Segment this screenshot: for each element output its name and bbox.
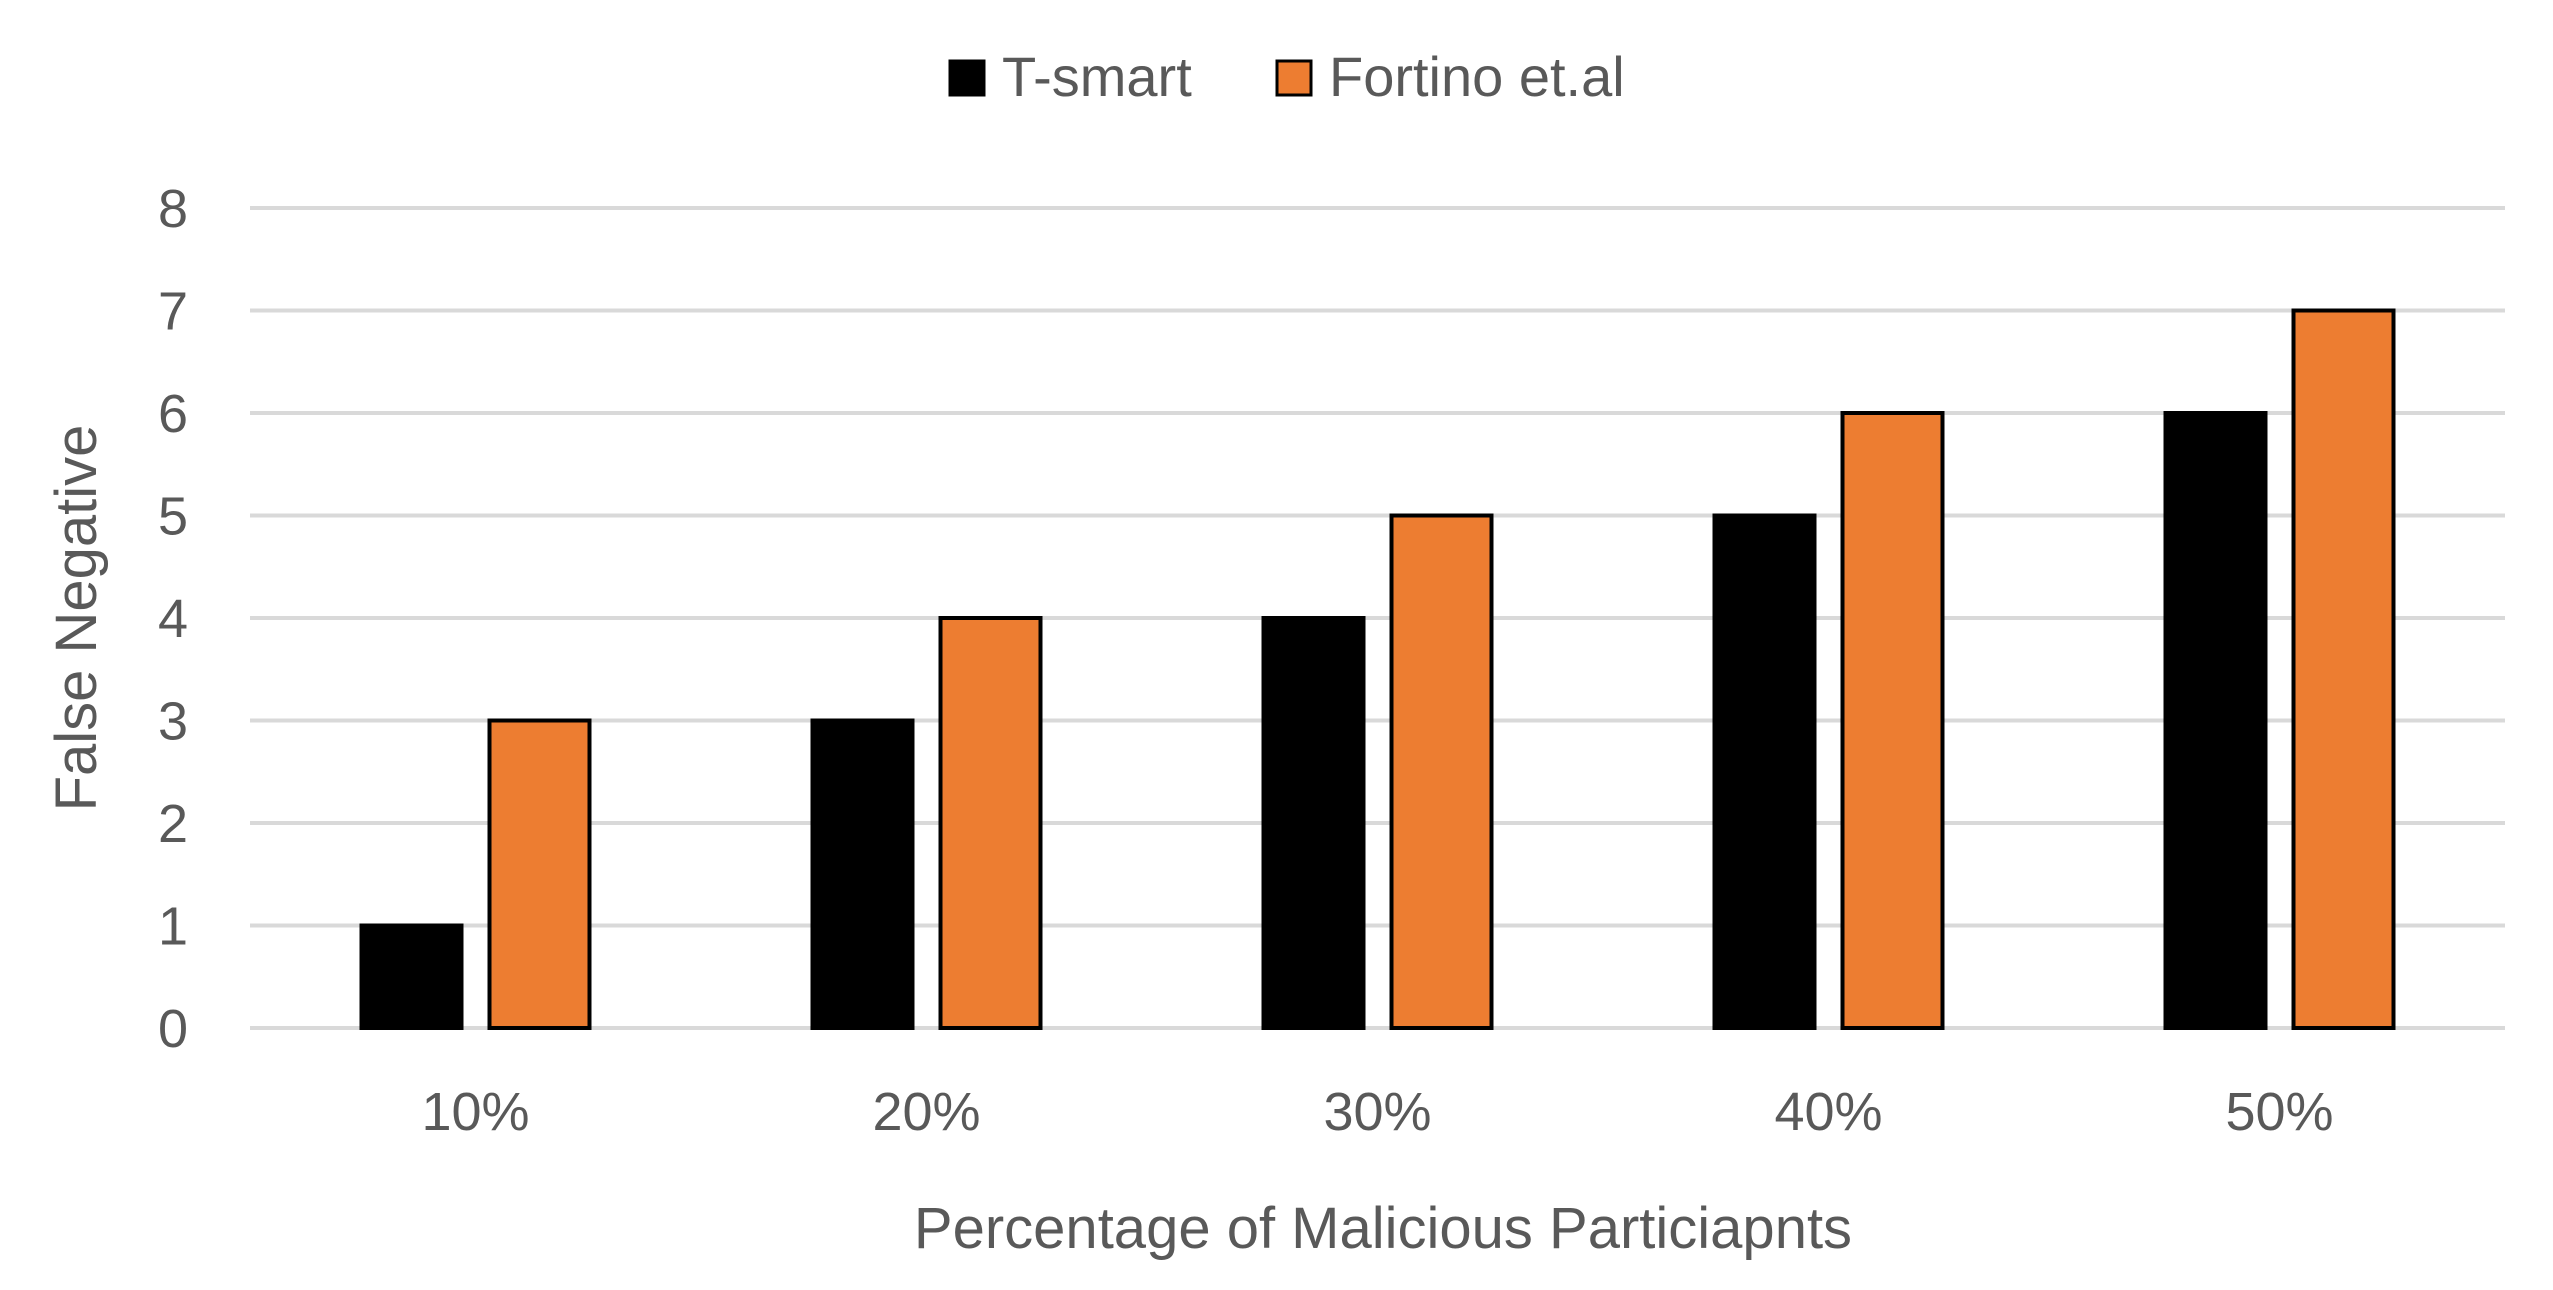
bar-t-smart-40pct (1712, 513, 1817, 1030)
bars (359, 308, 2396, 1030)
y-axis-title: False Negative (44, 425, 109, 812)
y-tick-label-6: 6 (158, 384, 188, 444)
y-axis-ticks: 0 1 2 3 4 5 6 7 8 (158, 179, 188, 1059)
bar-t-smart-30pct (1261, 616, 1366, 1030)
bar-fortino-10pct (487, 718, 592, 1030)
bar-t-smart-10pct (359, 923, 464, 1030)
bar-t-smart-20pct (810, 718, 915, 1030)
bar-fortino-30pct (1389, 513, 1494, 1030)
legend-label-t-smart: T-smart (1002, 45, 1192, 108)
bar-fortino-20pct (938, 616, 1043, 1030)
x-axis-ticks: 10% 20% 30% 40% 50% (421, 1082, 2333, 1142)
y-tick-label-8: 8 (158, 179, 188, 239)
x-tick-label-10pct: 10% (421, 1082, 529, 1142)
y-tick-label-7: 7 (158, 282, 188, 342)
y-tick-label-1: 1 (158, 897, 188, 957)
bar-fortino-50pct (2291, 308, 2396, 1030)
y-tick-label-4: 4 (158, 589, 188, 649)
gridlines (250, 206, 2505, 1030)
legend: T-smart Fortino et.al (948, 45, 1625, 108)
y-tick-label-2: 2 (158, 794, 188, 854)
x-axis-title: Percentage of Malicious Particiapnts (914, 1196, 1852, 1261)
bar-fortino-40pct (1840, 411, 1945, 1030)
legend-label-fortino: Fortino et.al (1329, 45, 1625, 108)
legend-swatch-fortino (1275, 59, 1313, 97)
x-tick-label-50pct: 50% (2225, 1082, 2333, 1142)
legend-swatch-t-smart (948, 59, 986, 97)
bar-t-smart-50pct (2163, 411, 2268, 1030)
y-tick-label-0: 0 (158, 999, 188, 1059)
y-tick-label-3: 3 (158, 692, 188, 752)
x-tick-label-20pct: 20% (872, 1082, 980, 1142)
y-tick-label-5: 5 (158, 487, 188, 547)
x-tick-label-30pct: 30% (1323, 1082, 1431, 1142)
x-tick-label-40pct: 40% (1774, 1082, 1882, 1142)
